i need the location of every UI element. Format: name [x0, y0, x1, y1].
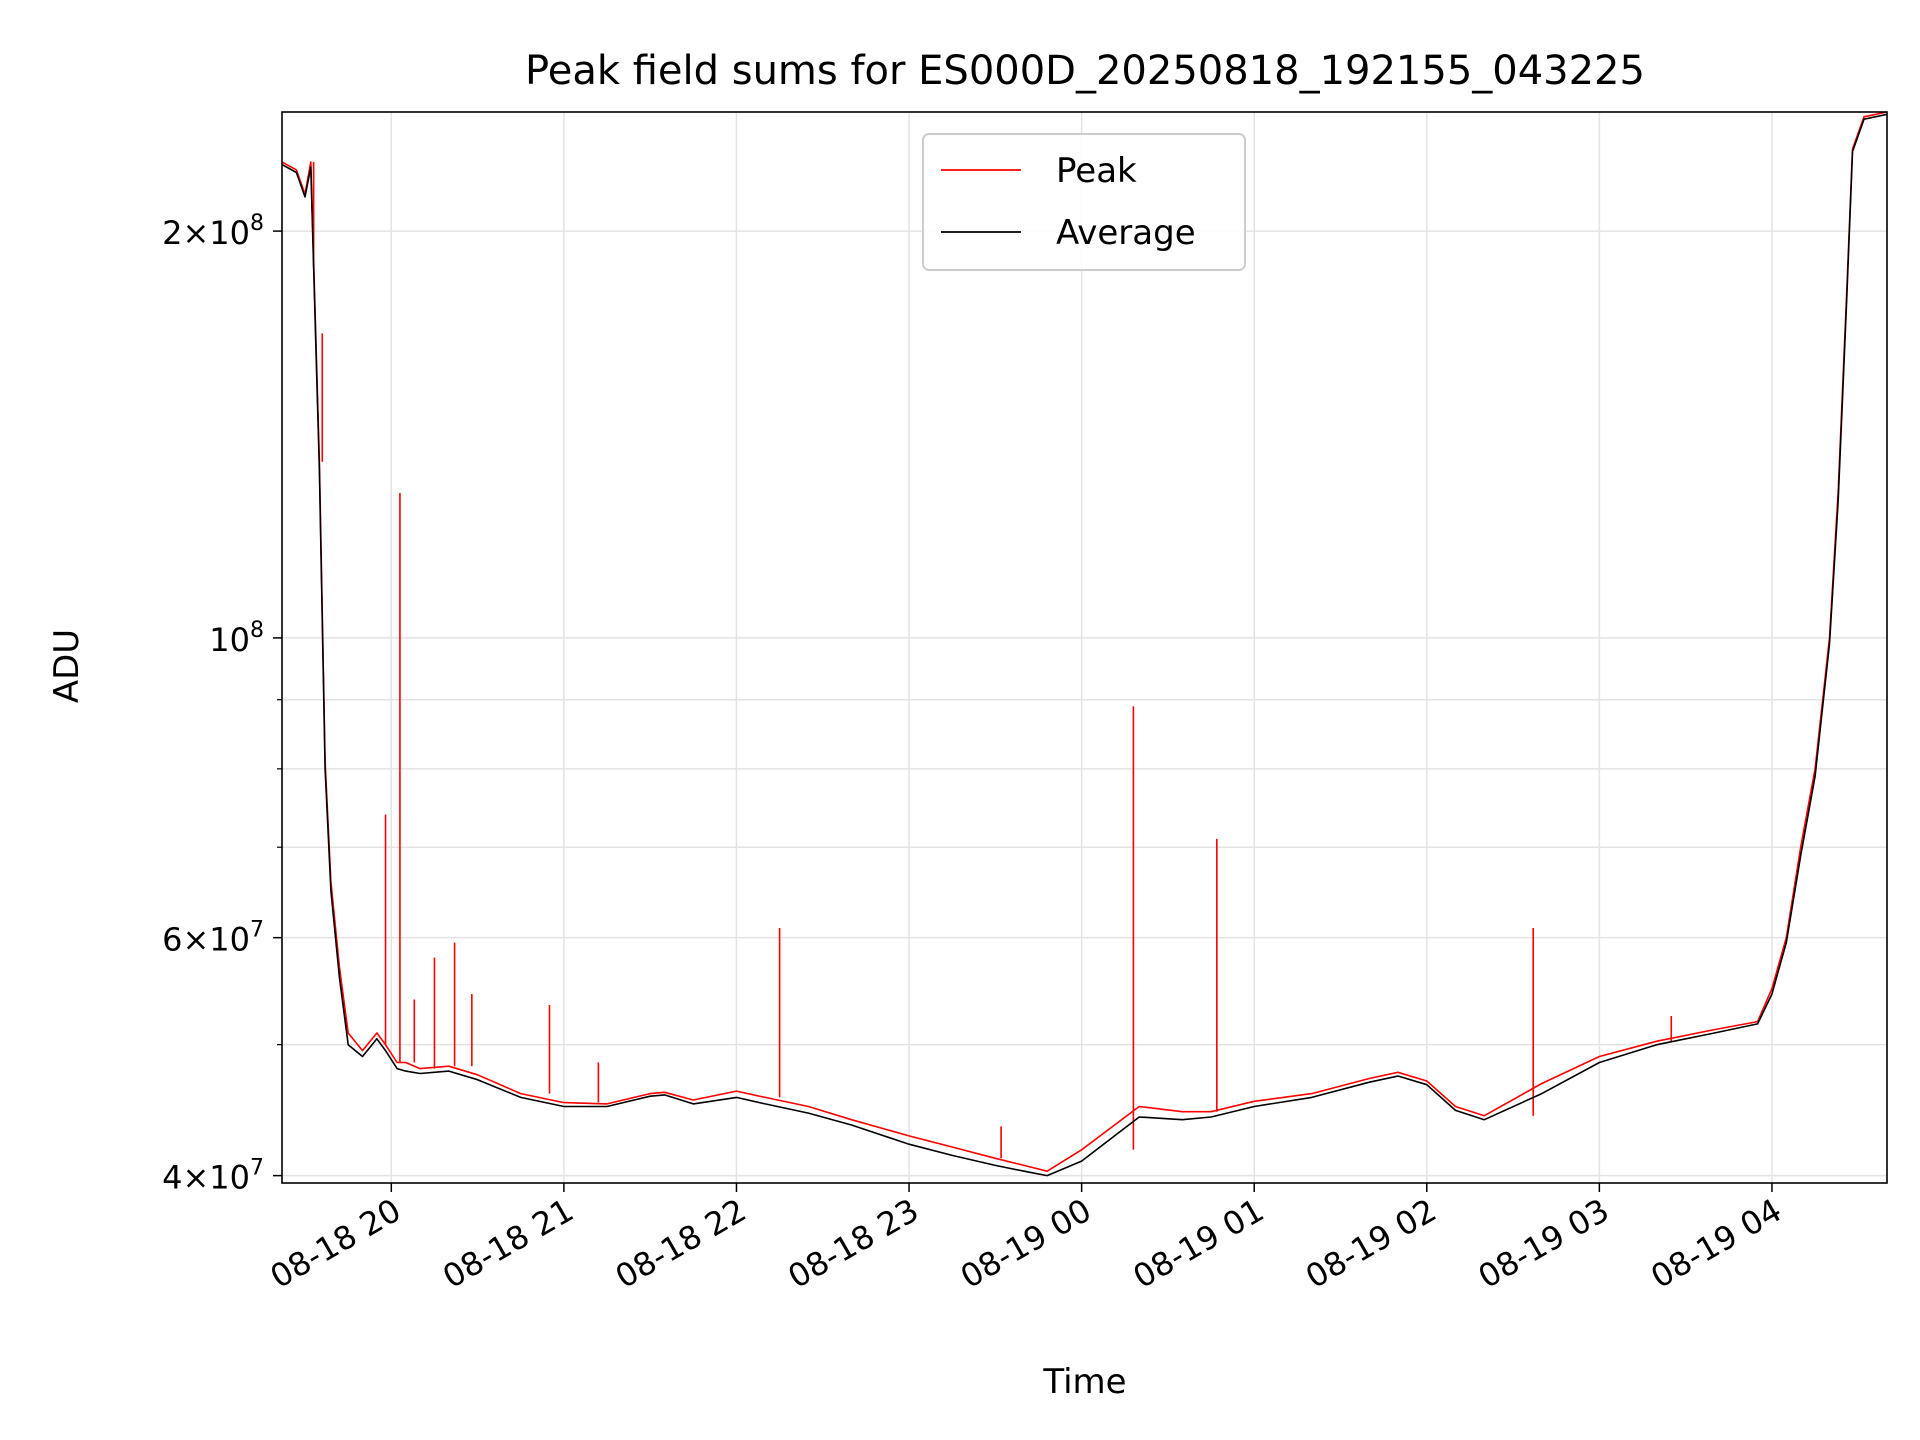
y-axis-label: ADU	[47, 629, 87, 703]
x-tick-label: 08-19 02	[1299, 1191, 1443, 1296]
x-tick-label: 08-19 01	[1127, 1191, 1271, 1296]
grid-lines	[282, 112, 1887, 1183]
legend-box	[922, 133, 1246, 271]
x-axis-label: Time	[1042, 1362, 1126, 1402]
legend-label: Peak	[1056, 151, 1137, 191]
chart-title: Peak field sums for ES000D_20250818_1921…	[525, 48, 1645, 94]
x-tick-label: 08-19 04	[1644, 1191, 1788, 1296]
x-tick-label: 08-18 20	[264, 1191, 408, 1296]
x-axis-ticks: 08-18 20 08-18 21 08-18 22 08-18 23 08-19 00…	[264, 1183, 1788, 1296]
series-line-peak	[281, 111, 1888, 1172]
y-tick-label: 108	[209, 618, 264, 659]
x-tick-label: 08-18 22	[609, 1191, 753, 1296]
y-tick-label: 6×107	[162, 918, 264, 959]
y-tick-label: 2×108	[162, 211, 264, 252]
legend: Peak Average	[922, 133, 1246, 271]
x-tick-label: 08-18 23	[781, 1191, 925, 1296]
x-tick-label: 08-19 00	[954, 1191, 1098, 1296]
y-axis-ticks: 4×107 6×107 108 2×108	[162, 211, 282, 1197]
x-tick-label: 08-19 03	[1472, 1191, 1616, 1296]
series-line-average	[281, 113, 1888, 1177]
legend-label: Average	[1056, 213, 1196, 253]
plot-frame	[281, 111, 1888, 1184]
x-tick-label: 08-18 21	[436, 1191, 580, 1296]
y-tick-label: 4×107	[162, 1156, 264, 1197]
series-layer	[281, 111, 1888, 1177]
